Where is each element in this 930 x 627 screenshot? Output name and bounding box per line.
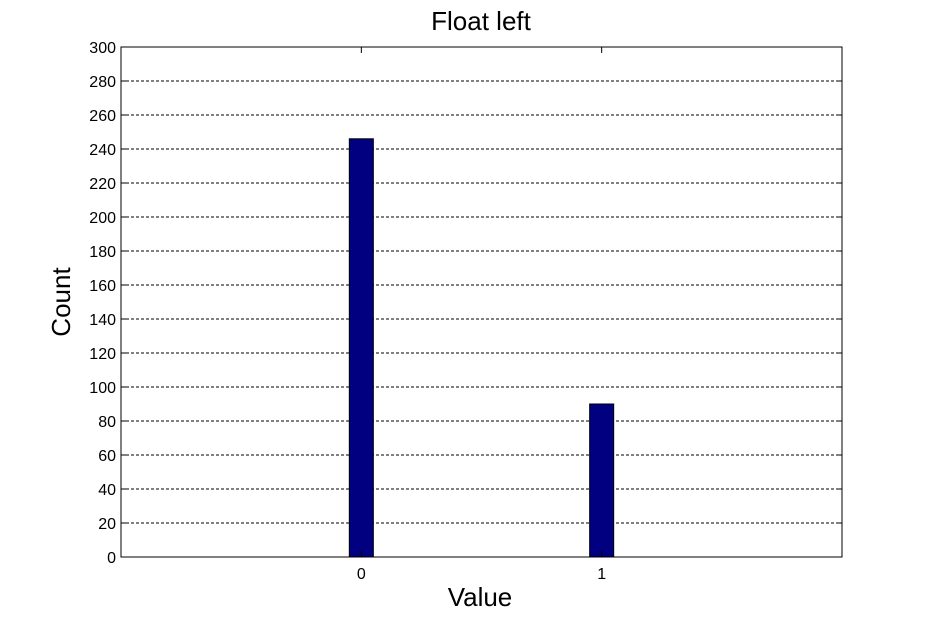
y-tick-label: 40 <box>98 482 116 499</box>
y-tick-label: 220 <box>89 176 116 193</box>
y-tick-label: 280 <box>89 74 116 91</box>
y-tick-label: 140 <box>89 312 116 329</box>
y-tick-label: 0 <box>107 550 116 567</box>
y-tick-label: 20 <box>98 516 116 533</box>
chart-title: Float left <box>431 6 531 36</box>
y-tick-label: 100 <box>89 380 116 397</box>
x-tick-label: 1 <box>597 566 606 583</box>
x-tick-label: 0 <box>357 566 366 583</box>
bar-0 <box>348 138 374 558</box>
y-tick-label: 200 <box>89 210 116 227</box>
y-tick-label: 80 <box>98 414 116 431</box>
y-tick-label: 260 <box>89 108 116 125</box>
y-tick-label: 300 <box>89 40 116 57</box>
y-tick-label: 160 <box>89 278 116 295</box>
grid-lines <box>121 80 842 524</box>
y-axis-label: Count <box>46 267 76 337</box>
y-tick-label: 120 <box>89 346 116 363</box>
y-tick-label: 60 <box>98 448 116 465</box>
bars <box>348 138 615 558</box>
bar-1 <box>589 403 615 558</box>
x-axis-label: Value <box>448 582 513 612</box>
plot-frame <box>120 46 843 558</box>
y-tick-label: 240 <box>89 142 116 159</box>
y-axis-ticks: 0 20 40 60 80 100 120 140 160 180 200 220 240 260 280 3… <box>89 40 842 567</box>
y-tick-label: 180 <box>89 244 116 261</box>
